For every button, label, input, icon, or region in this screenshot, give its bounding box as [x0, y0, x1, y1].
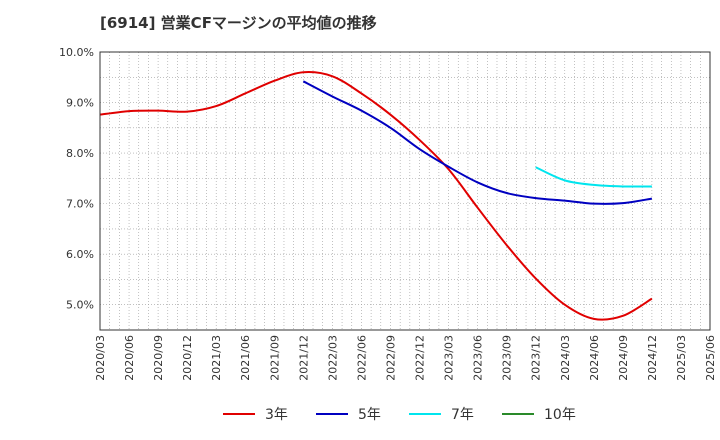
- x-tick-label: 2022/12: [414, 335, 427, 381]
- series-lines: [99, 71, 653, 321]
- x-tick-label: 2020/09: [152, 335, 165, 381]
- chart-title: [6914] 営業CFマージンの平均値の推移: [100, 14, 377, 32]
- plot-area: [100, 52, 710, 330]
- legend-label: 7年: [451, 407, 474, 423]
- x-tick-label: 2024/09: [617, 335, 630, 381]
- x-tick-label: 2021/12: [297, 335, 310, 381]
- y-tick-label: 8.0%: [66, 147, 94, 160]
- legend: 3年 5年 7年 10年: [223, 407, 576, 423]
- legend-label: 5年: [358, 407, 381, 423]
- x-tick-label: 2024/03: [559, 335, 572, 381]
- x-tick-label: 2020/06: [123, 335, 136, 381]
- x-tick-label: 2024/12: [646, 335, 659, 381]
- series-line-3年: [99, 71, 653, 321]
- series-line-7年: [535, 166, 652, 188]
- x-tick-label: 2022/03: [326, 335, 339, 381]
- y-tick-label: 6.0%: [66, 248, 94, 261]
- x-tick-label: 2022/09: [384, 335, 397, 381]
- y-tick-label: 5.0%: [66, 299, 94, 312]
- series-line-5年: [302, 80, 653, 205]
- x-tick-label: 2020/12: [181, 335, 194, 381]
- x-tick-label: 2023/03: [443, 335, 456, 381]
- x-tick-label: 2025/06: [704, 335, 717, 381]
- plot-border: [99, 51, 711, 331]
- x-tick-label: 2023/06: [472, 335, 485, 381]
- y-axis-ticks: 5.0% 6.0% 7.0% 8.0% 9.0% 10.0%: [59, 46, 94, 312]
- x-axis-ticks: 2020/03 2020/06 2020/09 2020/12 2021/03 2021/…: [94, 335, 717, 381]
- legend-label: 3年: [265, 407, 288, 423]
- x-tick-label: 2023/09: [501, 335, 514, 381]
- x-tick-label: 2023/12: [530, 335, 543, 381]
- y-tick-label: 9.0%: [66, 97, 94, 110]
- vertical-grid: [109, 52, 701, 330]
- legend-label: 10年: [544, 407, 576, 423]
- x-tick-label: 2020/03: [94, 335, 107, 381]
- x-tick-label: 2021/03: [210, 335, 223, 381]
- x-tick-label: 2022/06: [355, 335, 368, 381]
- x-tick-label: 2024/06: [588, 335, 601, 381]
- x-tick-label: 2025/03: [675, 335, 688, 381]
- y-tick-label: 10.0%: [59, 46, 94, 59]
- y-tick-label: 7.0%: [66, 198, 94, 211]
- x-tick-label: 2021/09: [268, 335, 281, 381]
- x-tick-label: 2021/06: [239, 335, 252, 381]
